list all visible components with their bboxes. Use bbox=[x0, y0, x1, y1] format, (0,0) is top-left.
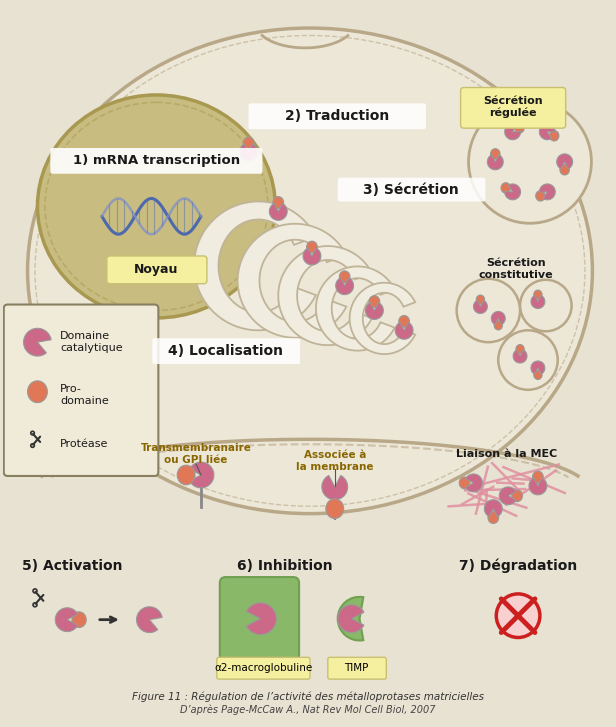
Text: Transmembranaire
ou GPI liée: Transmembranaire ou GPI liée bbox=[140, 443, 251, 465]
Text: Protéase: Protéase bbox=[60, 439, 108, 449]
Wedge shape bbox=[338, 605, 364, 632]
Text: Pro-
domaine: Pro- domaine bbox=[60, 384, 109, 406]
Text: α2-macroglobuline: α2-macroglobuline bbox=[214, 663, 312, 673]
Circle shape bbox=[39, 597, 42, 599]
Ellipse shape bbox=[560, 164, 569, 175]
Text: Liaison à la MEC: Liaison à la MEC bbox=[456, 449, 557, 459]
Ellipse shape bbox=[28, 381, 47, 403]
Ellipse shape bbox=[515, 123, 524, 133]
Wedge shape bbox=[365, 302, 383, 319]
Circle shape bbox=[456, 278, 520, 342]
Ellipse shape bbox=[177, 465, 195, 485]
Wedge shape bbox=[540, 184, 555, 200]
Wedge shape bbox=[531, 361, 545, 374]
Ellipse shape bbox=[307, 241, 317, 253]
Wedge shape bbox=[484, 499, 502, 517]
Text: 7) Dégradation: 7) Dégradation bbox=[459, 559, 577, 574]
Wedge shape bbox=[487, 155, 503, 170]
Text: Figure 11 : Régulation de l’activité des métalloprotases matricielles: Figure 11 : Régulation de l’activité des… bbox=[132, 691, 484, 702]
Circle shape bbox=[469, 100, 591, 223]
FancyBboxPatch shape bbox=[217, 657, 310, 679]
Wedge shape bbox=[540, 124, 555, 140]
Text: Noyau: Noyau bbox=[134, 263, 179, 276]
Wedge shape bbox=[190, 462, 214, 488]
Ellipse shape bbox=[533, 471, 543, 483]
Wedge shape bbox=[55, 608, 78, 632]
Wedge shape bbox=[240, 144, 257, 161]
Wedge shape bbox=[466, 474, 482, 492]
Text: 6) Inhibition: 6) Inhibition bbox=[237, 559, 333, 573]
Ellipse shape bbox=[533, 370, 542, 379]
Wedge shape bbox=[529, 478, 547, 495]
Wedge shape bbox=[505, 184, 521, 200]
FancyBboxPatch shape bbox=[152, 338, 300, 364]
Ellipse shape bbox=[494, 321, 503, 330]
Text: Domaine
catalytique: Domaine catalytique bbox=[60, 332, 123, 353]
Polygon shape bbox=[316, 266, 395, 350]
Ellipse shape bbox=[28, 28, 593, 514]
Ellipse shape bbox=[512, 490, 522, 502]
Ellipse shape bbox=[72, 612, 86, 627]
Text: 3) Sécrétion: 3) Sécrétion bbox=[363, 182, 459, 196]
Wedge shape bbox=[338, 597, 363, 640]
Polygon shape bbox=[350, 283, 415, 354]
FancyBboxPatch shape bbox=[328, 657, 386, 679]
Polygon shape bbox=[194, 201, 316, 330]
Wedge shape bbox=[246, 603, 277, 635]
Ellipse shape bbox=[476, 295, 485, 304]
Circle shape bbox=[36, 438, 39, 441]
Ellipse shape bbox=[459, 477, 470, 489]
Wedge shape bbox=[336, 278, 354, 294]
Text: D’après Page-McCaw A., Nat Rev Mol Cell Biol, 2007: D’après Page-McCaw A., Nat Rev Mol Cell … bbox=[180, 704, 436, 715]
Wedge shape bbox=[499, 487, 516, 505]
FancyBboxPatch shape bbox=[4, 305, 158, 476]
Ellipse shape bbox=[339, 271, 350, 283]
Ellipse shape bbox=[501, 182, 511, 193]
Text: 5) Activation: 5) Activation bbox=[22, 559, 123, 573]
Wedge shape bbox=[557, 154, 573, 169]
FancyBboxPatch shape bbox=[461, 87, 565, 128]
Wedge shape bbox=[395, 322, 413, 340]
Ellipse shape bbox=[490, 149, 500, 159]
Ellipse shape bbox=[326, 499, 344, 518]
FancyBboxPatch shape bbox=[338, 177, 485, 201]
Text: 1) mRNA transcription: 1) mRNA transcription bbox=[73, 154, 240, 167]
Ellipse shape bbox=[243, 137, 254, 149]
Wedge shape bbox=[505, 124, 521, 140]
FancyBboxPatch shape bbox=[248, 103, 426, 129]
Ellipse shape bbox=[273, 196, 283, 209]
Text: 2) Traduction: 2) Traduction bbox=[285, 109, 389, 124]
Ellipse shape bbox=[38, 95, 275, 318]
Wedge shape bbox=[137, 607, 162, 632]
Text: 4) Localisation: 4) Localisation bbox=[168, 344, 283, 358]
Wedge shape bbox=[492, 311, 505, 324]
Ellipse shape bbox=[533, 290, 542, 300]
FancyBboxPatch shape bbox=[220, 577, 299, 660]
FancyBboxPatch shape bbox=[51, 148, 262, 174]
Circle shape bbox=[498, 330, 557, 390]
Text: Sécrétion
régulée: Sécrétion régulée bbox=[484, 96, 543, 119]
Ellipse shape bbox=[399, 316, 410, 327]
Text: Sécrétion
constitutive: Sécrétion constitutive bbox=[479, 258, 553, 280]
Wedge shape bbox=[474, 300, 487, 313]
Wedge shape bbox=[23, 329, 51, 356]
Circle shape bbox=[496, 594, 540, 638]
Wedge shape bbox=[531, 295, 545, 308]
Ellipse shape bbox=[536, 190, 545, 201]
Ellipse shape bbox=[369, 296, 379, 308]
Ellipse shape bbox=[488, 512, 499, 523]
Circle shape bbox=[520, 280, 572, 332]
Wedge shape bbox=[322, 475, 347, 499]
Text: TIMP: TIMP bbox=[344, 663, 369, 673]
Text: Associée à
la membrane: Associée à la membrane bbox=[296, 450, 373, 472]
Wedge shape bbox=[513, 350, 527, 363]
Ellipse shape bbox=[549, 131, 559, 141]
Wedge shape bbox=[269, 204, 287, 220]
FancyBboxPatch shape bbox=[107, 256, 207, 284]
Wedge shape bbox=[303, 248, 321, 265]
Ellipse shape bbox=[516, 345, 524, 354]
Polygon shape bbox=[278, 246, 372, 345]
Polygon shape bbox=[238, 224, 346, 338]
